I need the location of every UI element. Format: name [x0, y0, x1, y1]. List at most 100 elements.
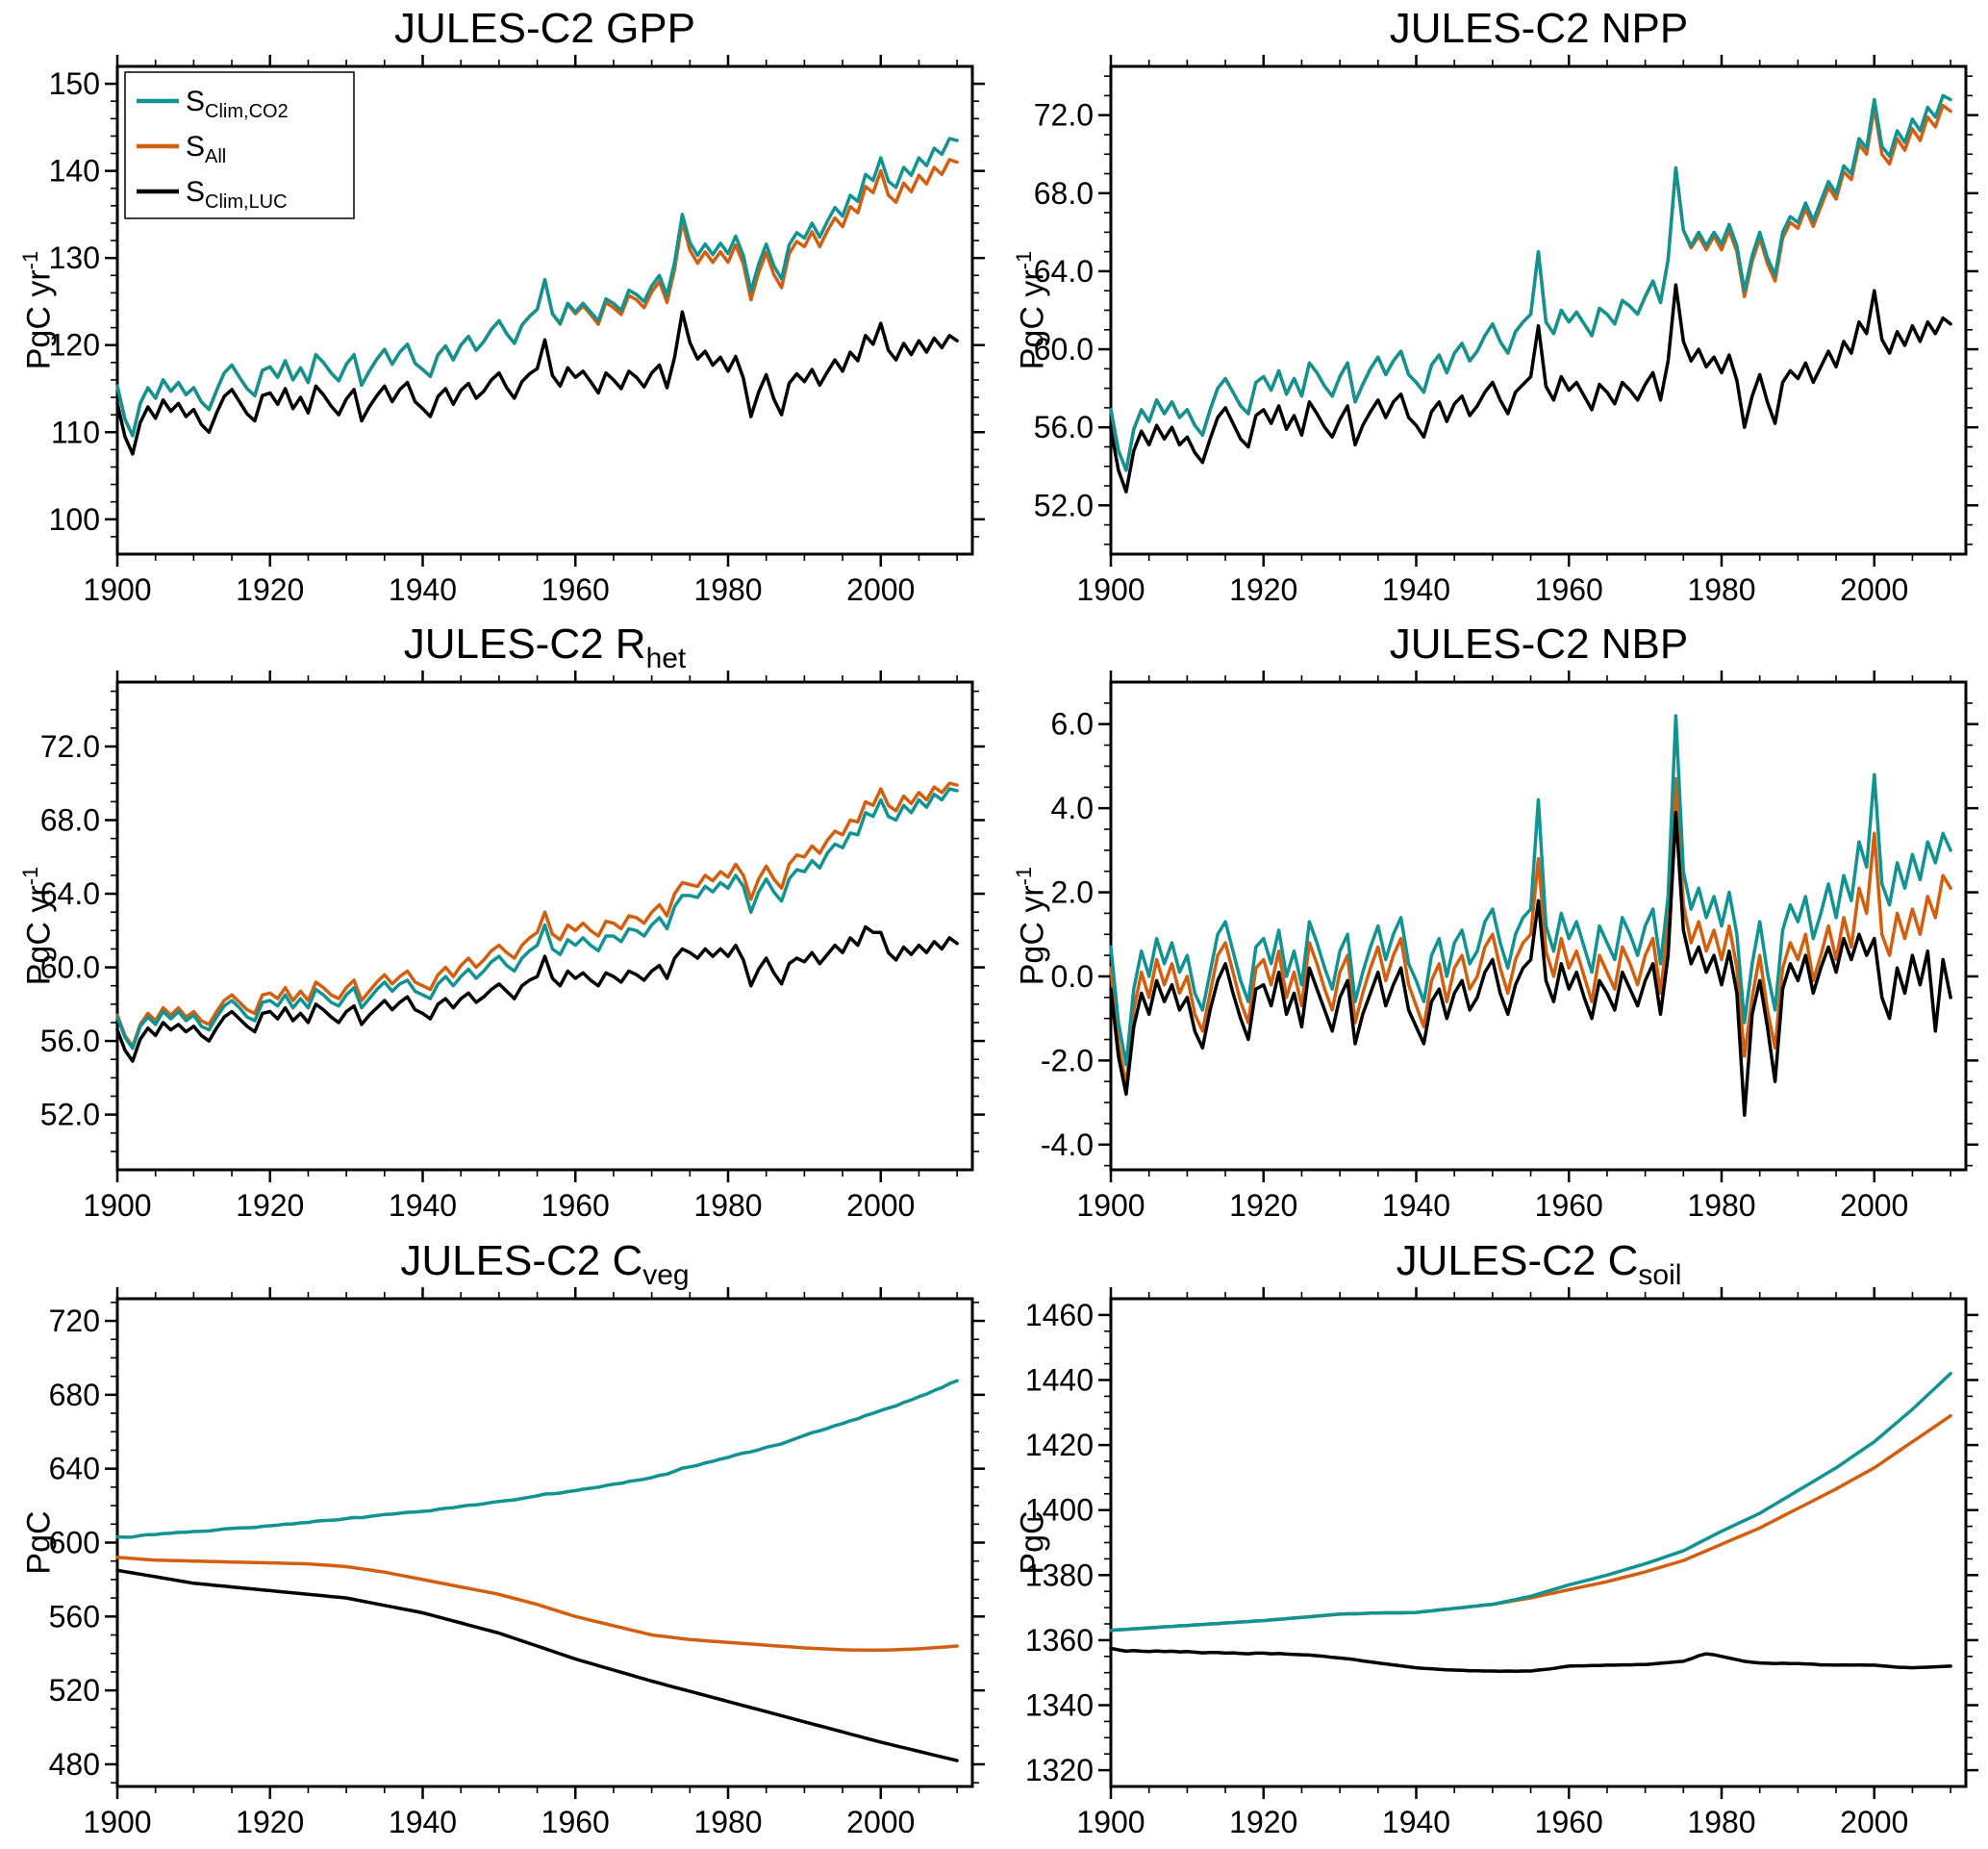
legend-label-subscript: Clim,CO2: [205, 101, 289, 122]
x-tick-label: 1920: [1229, 1805, 1297, 1839]
y-tick-label: 52.0: [1034, 488, 1094, 522]
x-tick-label: 1960: [1535, 1805, 1603, 1839]
series-line-black: [1109, 1646, 1952, 1674]
y-tick-label: 64.0: [1034, 254, 1094, 289]
x-tick-label: 1900: [83, 1188, 151, 1223]
x-tick-label: 1940: [1382, 1188, 1450, 1223]
y-axis-label-nbp: PgC yr-1: [1012, 866, 1051, 986]
x-tick-label: 1940: [389, 1805, 457, 1839]
y-tick-label: 680: [49, 1378, 100, 1412]
chart-title-subscript: soil: [1638, 1258, 1682, 1291]
plot-frame: [115, 1297, 974, 1788]
panel-csoil: JULES-C2 Csoil PgC 1900 1920 1940 1960 1980 2…: [994, 1232, 1988, 1849]
plot-frame: [1109, 680, 1968, 1172]
chart-title-csoil: JULES-C2 Csoil: [994, 1232, 1988, 1291]
y-tick-label: 1360: [1025, 1623, 1094, 1658]
y-tick-label: 130: [49, 241, 100, 275]
chart-title-npp: JULES-C2 NPP: [994, 0, 1988, 53]
x-tick-label: 1920: [236, 1188, 304, 1223]
series-line-teal: [115, 787, 959, 1051]
x-tick-label: 1960: [1535, 1188, 1603, 1223]
x-tick-label: 1980: [693, 1188, 762, 1223]
series-line-teal: [115, 1379, 959, 1539]
x-tick-label: 1900: [83, 1805, 151, 1839]
chart-title-text: JULES-C2 NBP: [1389, 621, 1689, 668]
panel-cveg: JULES-C2 Cveg PgC 1900 1920 1940 1960 1980 20…: [0, 1232, 994, 1849]
y-tick-label: 520: [49, 1673, 100, 1708]
series-line-orange: [115, 1556, 959, 1653]
chart-title-subscript: het: [645, 642, 687, 674]
x-tick-label: 1920: [1229, 1188, 1297, 1223]
chart-title-subscript: veg: [642, 1258, 690, 1291]
y-tick-label: 640: [49, 1452, 100, 1486]
x-tick-label: 1920: [1229, 572, 1297, 607]
y-tick-label: 52.0: [40, 1098, 100, 1132]
y-tick-label: 720: [49, 1304, 100, 1338]
x-tick-label: 2000: [846, 572, 915, 607]
plot-rhet: 1900 1920 1940 1960 1980 2000 52.0 56.0 60.0 64.0…: [40, 671, 985, 1223]
panel-rhet: JULES-C2 Rhet PgC yr-1 1900 1920 1940 1960 1…: [0, 616, 994, 1232]
series-line-black: [115, 310, 959, 456]
plot-frame: [115, 680, 974, 1172]
series-line-teal: [1109, 1371, 1952, 1633]
y-tick-label: 140: [49, 154, 100, 189]
x-tick-label: 1940: [1382, 572, 1450, 607]
y-tick-label: 60.0: [1034, 332, 1094, 367]
x-tick-label: 2000: [846, 1805, 915, 1839]
series-line-black: [1109, 810, 1952, 1117]
y-tick-label: -4.0: [1041, 1127, 1094, 1162]
y-axis-label-npp: PgC yr-1: [1012, 250, 1051, 370]
plot-cveg: 1900 1920 1940 1960 1980 2000 480 520 560 600 640 6…: [49, 1287, 985, 1839]
panel-npp: JULES-C2 NPP PgC yr-1 1900 1920 1940 1960 19…: [994, 0, 1988, 616]
y-tick-label: 56.0: [1034, 410, 1094, 444]
y-axis-label-cveg: PgC: [20, 1510, 58, 1575]
plot-csoil: 1900 1920 1940 1960 1980 2000 1320 1340 1360 1380…: [1025, 1287, 1978, 1839]
y-tick-label: 72.0: [1034, 98, 1094, 133]
y-tick-label: 1440: [1025, 1363, 1094, 1398]
series-line-black: [115, 1568, 959, 1762]
y-tick-label: 1420: [1025, 1428, 1094, 1462]
x-tick-label: 1960: [541, 572, 610, 607]
x-tick-label: 2000: [846, 1188, 915, 1223]
x-tick-label: 1940: [389, 572, 457, 607]
y-tick-label: 600: [49, 1526, 100, 1560]
x-tick-label: 1980: [1687, 1805, 1755, 1839]
x-tick-label: 2000: [1840, 572, 1908, 607]
x-tick-label: 1960: [541, 1805, 610, 1839]
x-tick-label: 1920: [236, 572, 304, 607]
legend-label: SClim,CO2: [186, 86, 289, 122]
y-tick-label: 100: [49, 502, 100, 537]
x-tick-label: 1960: [1535, 572, 1603, 607]
y-tick-label: 6.0: [1051, 707, 1094, 742]
y-tick-label: 120: [49, 328, 100, 363]
y-tick-label: 1380: [1025, 1558, 1094, 1592]
chart-title-gpp: JULES-C2 GPP: [0, 0, 994, 53]
y-tick-label: 1460: [1025, 1298, 1094, 1332]
x-tick-label: 1960: [541, 1188, 610, 1223]
y-tick-label: 60.0: [40, 950, 100, 985]
y-tick-label: 0.0: [1051, 959, 1094, 994]
x-tick-label: 1920: [236, 1805, 304, 1839]
y-axis-label-gpp: PgC yr-1: [18, 250, 58, 370]
y-tick-label: 2.0: [1051, 875, 1094, 910]
y-tick-label: 72.0: [40, 729, 100, 764]
x-tick-label: 1980: [1687, 1188, 1755, 1223]
plot-frame: [1109, 1297, 1968, 1788]
series-line-orange: [115, 781, 959, 1049]
plot-gpp: 1900 1920 1940 1960 1980 2000 100 110 120 130 140 1…: [49, 55, 985, 607]
chart-title-text: JULES-C2 C: [400, 1237, 643, 1284]
plot-nbp: 1900 1920 1940 1960 1980 2000 -4.0 -2.0 0.0 2.0 4.…: [1041, 671, 1978, 1223]
y-tick-label: 110: [51, 415, 100, 449]
x-tick-label: 1980: [693, 1805, 762, 1839]
y-tick-label: 64.0: [40, 876, 100, 911]
y-tick-label: 4.0: [1051, 791, 1094, 825]
y-tick-label: 560: [49, 1599, 100, 1634]
plot-frame: [1109, 64, 1968, 556]
series-line-black: [115, 924, 959, 1063]
y-tick-label: 150: [49, 66, 100, 101]
x-tick-label: 1900: [1076, 1188, 1145, 1223]
y-tick-label: 480: [49, 1747, 100, 1782]
x-tick-label: 2000: [1840, 1805, 1908, 1839]
chart-title-text: JULES-C2 R: [403, 621, 646, 668]
